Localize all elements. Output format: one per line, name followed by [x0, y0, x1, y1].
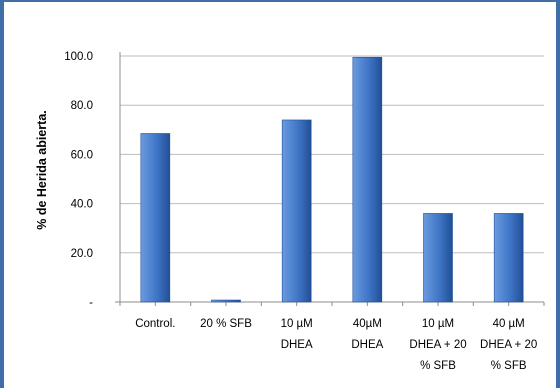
- bar: [281, 119, 312, 303]
- x-tick-label: 40µM DHEA: [351, 318, 383, 351]
- x-tick-label: 20 % SFB: [200, 318, 252, 330]
- bar: [423, 213, 453, 303]
- y-axis-label: % de Herida abierta.: [35, 110, 49, 230]
- x-tick-label: 10 µM DHEA: [281, 318, 313, 351]
- bar: [352, 56, 383, 303]
- y-tick-labels: - 20.0 40.0 60.0 80.0 100.0: [64, 51, 93, 309]
- bar: [211, 299, 241, 303]
- bar: [493, 213, 524, 303]
- y-tick-label: 60.0: [71, 149, 93, 161]
- y-tick-label: 40.0: [71, 199, 93, 211]
- x-tick-label: 10 µM DHEA + 20% SFB: [409, 318, 466, 372]
- y-tick-label: 80.0: [71, 100, 93, 112]
- y-tick-label: 100.0: [64, 51, 93, 63]
- x-tick-label: Control.: [135, 318, 175, 330]
- bars: [140, 56, 524, 303]
- gridlines: [120, 55, 544, 254]
- x-tick-labels: Control. 20 % SFB 10 µM DHEA 40µM DHEA 10 µM DH…: [135, 318, 537, 372]
- bar: [140, 133, 171, 303]
- x-tick-label: 40 µM DHEA + 20% SFB: [480, 318, 537, 372]
- axes: [115, 52, 545, 306]
- y-tick-label: 20.0: [71, 248, 93, 260]
- y-tick-label: -: [89, 297, 93, 309]
